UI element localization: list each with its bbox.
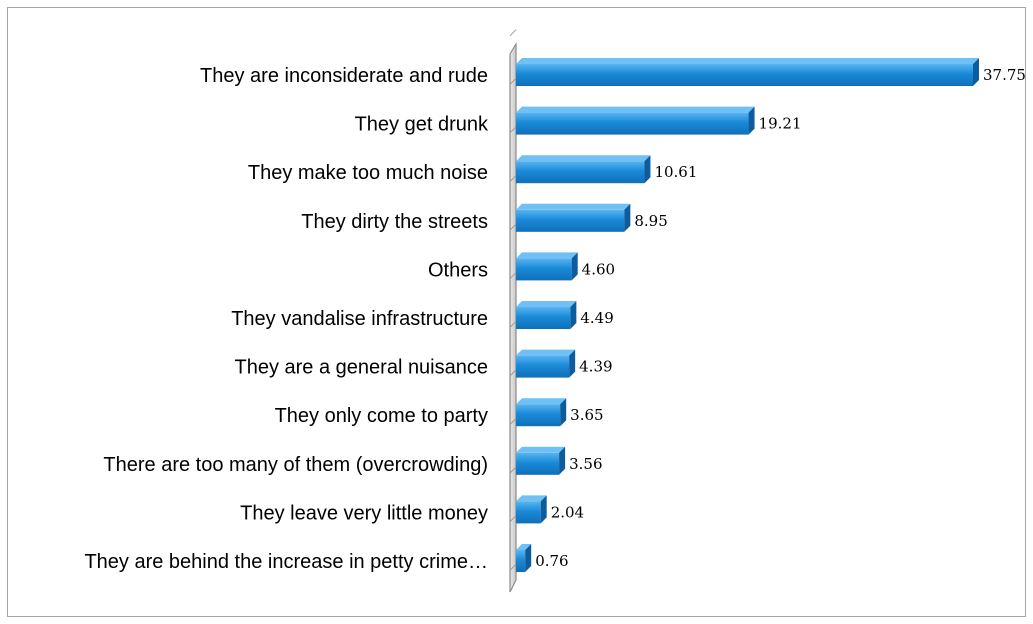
axis-tick bbox=[509, 272, 517, 280]
bar-front-face bbox=[516, 550, 526, 572]
bar-side-face bbox=[525, 544, 532, 572]
axis-wall bbox=[509, 41, 517, 593]
data-label: 3.65 bbox=[570, 406, 603, 424]
bar-top-face bbox=[516, 301, 577, 307]
category-label: They leave very little money bbox=[240, 502, 488, 524]
bar bbox=[516, 398, 567, 427]
data-label: 37.75 bbox=[983, 66, 1026, 84]
data-label: 4.49 bbox=[580, 309, 613, 327]
bar bbox=[516, 155, 651, 184]
bar bbox=[516, 203, 631, 232]
bar-side-face bbox=[748, 106, 755, 135]
data-label: 4.39 bbox=[579, 358, 612, 376]
bar-front-face bbox=[516, 209, 625, 232]
bar bbox=[516, 301, 577, 329]
bar-top-face bbox=[516, 252, 578, 259]
data-label: 3.56 bbox=[569, 455, 602, 473]
bar-side-face bbox=[570, 301, 577, 329]
bar-side-face bbox=[571, 252, 578, 281]
bar bbox=[516, 446, 566, 475]
bar-top-face bbox=[516, 203, 631, 210]
bar bbox=[516, 495, 547, 524]
bar bbox=[516, 349, 576, 378]
data-label: 8.95 bbox=[634, 212, 667, 230]
category-label: They make too much noise bbox=[248, 162, 488, 184]
category-label: There are too many of them (overcrowding… bbox=[103, 454, 488, 476]
data-label: 19.21 bbox=[759, 115, 802, 133]
axis-tick bbox=[509, 29, 517, 37]
bar-side-face bbox=[540, 495, 547, 524]
axis-tick bbox=[509, 77, 517, 85]
axis-tick bbox=[509, 369, 517, 377]
axis-tick bbox=[509, 223, 517, 231]
bar-side-face bbox=[559, 446, 566, 475]
bar-top-face bbox=[516, 398, 567, 405]
category-label: They vandalise infrastructure bbox=[231, 308, 488, 330]
bar-top-face bbox=[516, 106, 755, 113]
bar-front-face bbox=[516, 307, 571, 329]
bar-top-face bbox=[516, 446, 566, 453]
category-label: They are inconsiderate and rude bbox=[200, 65, 488, 87]
bar-top-face bbox=[516, 349, 576, 356]
bar-side-face bbox=[569, 349, 576, 378]
bar-front-face bbox=[516, 501, 541, 524]
data-label: 0.76 bbox=[535, 552, 568, 570]
bar-top-face bbox=[516, 58, 979, 64]
bar-front-face bbox=[516, 64, 973, 86]
bar bbox=[516, 58, 979, 86]
axis-tick bbox=[509, 126, 517, 134]
bar-front-face bbox=[516, 355, 570, 378]
category-label: They only come to party bbox=[275, 405, 488, 427]
category-label: They are behind the increase in petty cr… bbox=[84, 551, 488, 573]
bar-front-face bbox=[516, 258, 572, 281]
axis-tick bbox=[509, 175, 517, 182]
bar-front-face bbox=[516, 112, 749, 135]
axis-tick bbox=[509, 466, 517, 474]
bar-side-face bbox=[644, 155, 651, 184]
category-label: They are a general nuisance bbox=[235, 357, 489, 379]
category-label: Others bbox=[428, 259, 488, 281]
bar bbox=[516, 544, 532, 572]
bar-side-face bbox=[973, 58, 979, 86]
bar-front-face bbox=[516, 452, 560, 475]
axis-tick bbox=[509, 418, 517, 425]
axis-tick bbox=[509, 515, 517, 523]
axis-tick bbox=[509, 320, 517, 328]
bar-front-face bbox=[516, 404, 561, 427]
data-label: 4.60 bbox=[582, 260, 615, 278]
bar bbox=[516, 106, 755, 135]
bar-side-face bbox=[624, 203, 631, 232]
bar-side-face bbox=[560, 398, 567, 427]
category-label: They dirty the streets bbox=[301, 211, 488, 233]
bar bbox=[516, 252, 578, 281]
bar-front-face bbox=[516, 161, 645, 184]
data-label: 2.04 bbox=[551, 503, 584, 521]
bar-top-face bbox=[516, 495, 547, 502]
category-label: They get drunk bbox=[355, 114, 489, 136]
data-label: 10.61 bbox=[654, 163, 697, 181]
axis-tick bbox=[509, 563, 517, 571]
bar-top-face bbox=[516, 155, 651, 162]
bar-top-face bbox=[516, 544, 532, 550]
